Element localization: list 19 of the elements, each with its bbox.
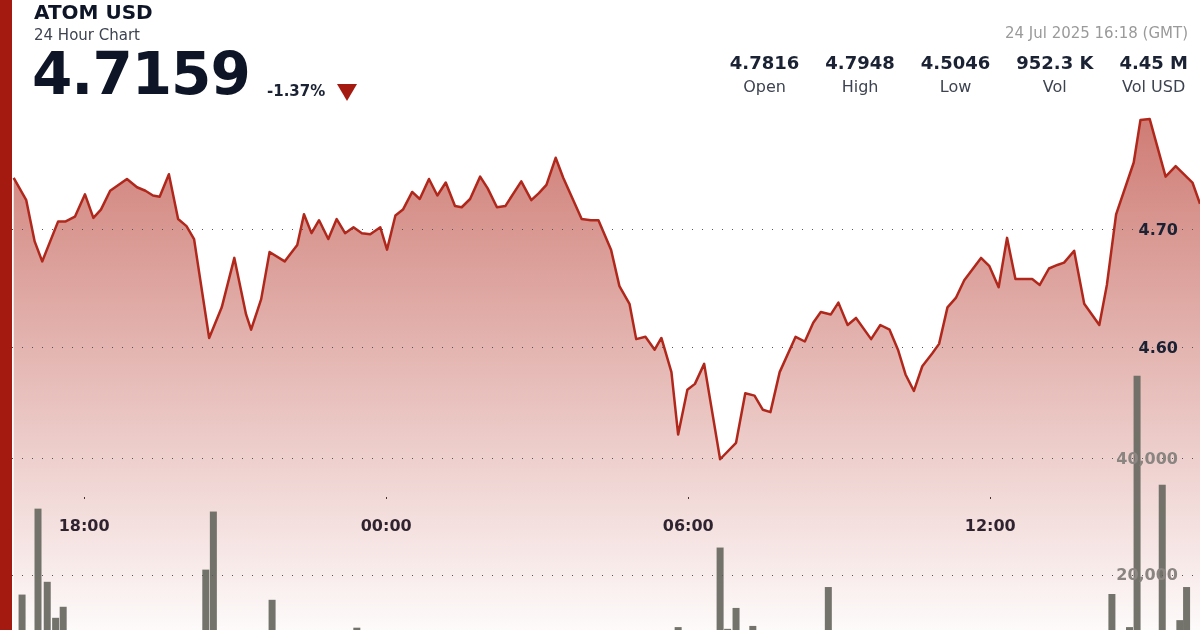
annotation: Open bbox=[742, 77, 787, 96]
annotation: Vol bbox=[1041, 77, 1068, 96]
x-tick-label: 12:00 bbox=[964, 515, 1016, 535]
annotation: 4.7816 bbox=[729, 52, 800, 73]
x-tick-label: 00:00 bbox=[360, 515, 412, 535]
annotation: -1.37% bbox=[267, 82, 326, 100]
x-tick-label: 06:00 bbox=[662, 515, 714, 535]
annotation: 4.5046 bbox=[920, 52, 991, 73]
y-tick-label: 4.70 bbox=[1138, 220, 1178, 240]
annotation: 4.45 M bbox=[1119, 52, 1188, 73]
y-tick-label: 4.60 bbox=[1138, 337, 1178, 357]
annotation: High bbox=[840, 77, 880, 96]
chart-title: ATOM USD bbox=[34, 0, 153, 24]
annotation: Vol USD bbox=[1121, 77, 1187, 96]
annotation: 24 Jul 2025 16:18 (GMT) bbox=[1004, 24, 1188, 42]
annotation: 4.7948 bbox=[825, 52, 895, 73]
x-tick-label: 18:00 bbox=[58, 515, 110, 535]
annotation: 952.3 K bbox=[1016, 52, 1094, 73]
annotation: Low bbox=[938, 77, 973, 96]
